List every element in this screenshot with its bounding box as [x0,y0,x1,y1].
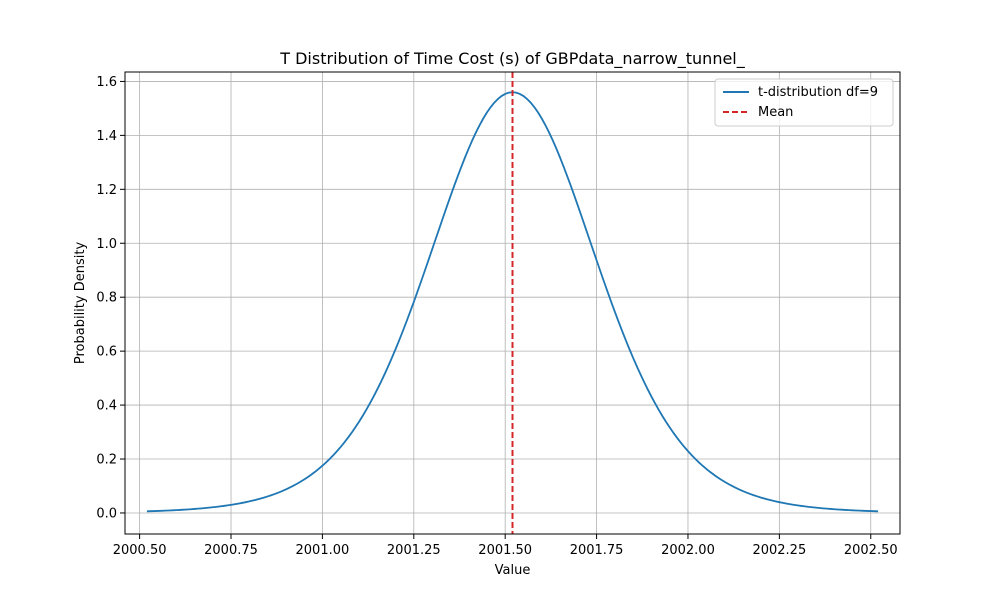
y-tick-label: 0.2 [96,453,117,468]
chart-title: T Distribution of Time Cost (s) of GBPda… [279,49,746,69]
y-tick-label: 0.6 [96,345,117,360]
x-tick-label: 2000.50 [113,543,167,558]
y-tick-label: 1.2 [96,183,117,198]
y-tick-label: 1.0 [96,237,117,252]
plot-frame [124,71,901,535]
axis-ticks: 2000.50 2000.75 2001.00 2001.25 2001.50 2001.… [96,75,897,558]
x-tick-label: 2001.25 [387,543,441,558]
x-tick-label: 2001.75 [570,543,624,558]
legend-box [714,78,894,127]
y-axis-title: Probability Density [73,242,88,365]
x-axis-title: Value [495,563,531,578]
legend-label-mean: Mean [758,105,793,120]
x-tick-label: 2001.00 [296,543,350,558]
x-tick-label: 2002.50 [844,543,898,558]
x-tick-label: 2002.00 [661,543,715,558]
y-tick-label: 1.6 [96,75,117,90]
x-tick-label: 2001.50 [478,543,532,558]
legend-label-t-distribution: t-distribution df=9 [758,85,878,100]
y-tick-label: 0.8 [96,291,117,306]
y-tick-label: 1.4 [96,129,117,144]
x-tick-label: 2000.75 [204,543,258,558]
legend: t-distribution df=9 Mean [714,78,894,127]
x-tick-label: 2002.25 [752,543,806,558]
curve-layer [146,72,879,534]
y-tick-label: 0.4 [96,399,117,414]
y-tick-label: 0.0 [96,506,117,521]
